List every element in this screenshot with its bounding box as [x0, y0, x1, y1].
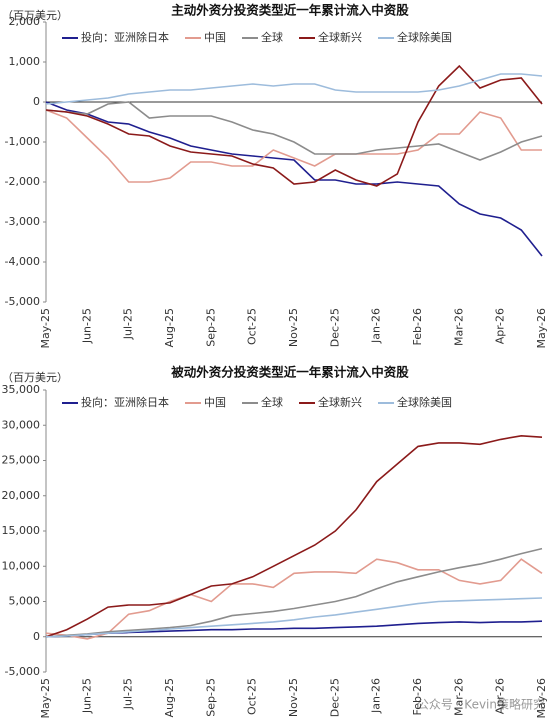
- legend-label: 全球除美国: [397, 395, 452, 409]
- x-tick-label: Oct-25: [246, 678, 259, 715]
- y-tick-label: -1,000: [5, 135, 40, 148]
- x-tick-label: Apr-26: [494, 678, 507, 714]
- x-tick-label: Jun-25: [80, 678, 93, 714]
- x-tick-label: Nov-25: [287, 678, 300, 717]
- x-tick-label: Nov-25: [287, 308, 300, 347]
- series-line: [45, 101, 543, 161]
- legend-label: 全球: [261, 30, 283, 44]
- x-tick-label: Feb-26: [411, 678, 424, 715]
- x-tick-label: Dec-25: [328, 308, 341, 347]
- chart-title: 被动外资分投资类型近一年累计流入中资股: [171, 365, 409, 380]
- x-tick-label: Oct-25: [246, 308, 259, 345]
- x-tick-label: May-25: [39, 678, 52, 719]
- y-tick-label: 20,000: [2, 489, 41, 502]
- legend-label: 全球新兴: [318, 30, 362, 44]
- y-tick-label: 0: [33, 630, 40, 643]
- y-tick-label: 30,000: [2, 418, 41, 431]
- y-tick-label: 25,000: [2, 454, 41, 467]
- series-line: [45, 73, 543, 105]
- x-tick-label: Aug-25: [163, 678, 176, 717]
- x-tick-label: Mar-26: [452, 678, 465, 716]
- x-tick-label: May-26: [535, 678, 548, 719]
- x-tick-label: Mar-26: [452, 308, 465, 346]
- y-tick-label: -3,000: [5, 215, 40, 228]
- legend-label: 投向：亚洲除日本: [81, 30, 169, 44]
- x-tick-label: Jun-25: [80, 308, 93, 344]
- x-tick-label: Sep-25: [204, 678, 217, 717]
- x-tick-label: Jan-26: [370, 308, 383, 344]
- y-tick-label: -4,000: [5, 255, 40, 268]
- x-tick-label: Feb-26: [411, 308, 424, 345]
- x-tick-label: Sep-25: [204, 308, 217, 347]
- series-line: [45, 597, 543, 638]
- x-tick-label: Jul-25: [122, 308, 135, 340]
- series-line: [45, 434, 543, 638]
- x-tick-label: Apr-26: [494, 308, 507, 344]
- series-line: [45, 101, 543, 257]
- y-tick-label: 1,000: [9, 55, 41, 68]
- x-tick-label: Aug-25: [163, 308, 176, 347]
- x-tick-label: May-26: [535, 308, 548, 349]
- series-line: [45, 558, 543, 640]
- series-line: [45, 64, 543, 187]
- y-tick-label: -2,000: [5, 175, 40, 188]
- y-axis-label: （百万美元）: [2, 371, 68, 384]
- y-tick-label: 2,000: [9, 15, 41, 28]
- y-tick-label: 5,000: [9, 595, 41, 608]
- y-tick-label: 15,000: [2, 524, 41, 537]
- y-tick-label: 35,000: [2, 383, 41, 396]
- x-tick-label: May-25: [39, 308, 52, 349]
- y-axis-label: （百万美元）: [2, 9, 68, 22]
- legend-label: 全球新兴: [318, 395, 362, 409]
- y-tick-label: 10,000: [2, 559, 41, 572]
- chart-title: 主动外资分投资类型近一年累计流入中资股: [171, 3, 409, 18]
- y-tick-label: -5,000: [5, 665, 40, 678]
- x-tick-label: Jan-26: [370, 678, 383, 714]
- legend-label: 全球: [261, 395, 283, 409]
- x-tick-label: Jul-25: [122, 678, 135, 710]
- legend-label: 投向：亚洲除日本: [81, 395, 169, 409]
- y-tick-label: -5,000: [5, 295, 40, 308]
- series-line: [45, 620, 543, 638]
- legend-label: 全球除美国: [397, 30, 452, 44]
- series-line: [45, 547, 543, 638]
- y-tick-label: 0: [33, 95, 40, 108]
- legend-label: 中国: [204, 396, 226, 409]
- legend-label: 中国: [204, 31, 226, 44]
- x-tick-label: Dec-25: [328, 678, 341, 717]
- watermark: 公众号 · Kevin策略研究: [417, 697, 545, 712]
- series-line: [45, 109, 542, 183]
